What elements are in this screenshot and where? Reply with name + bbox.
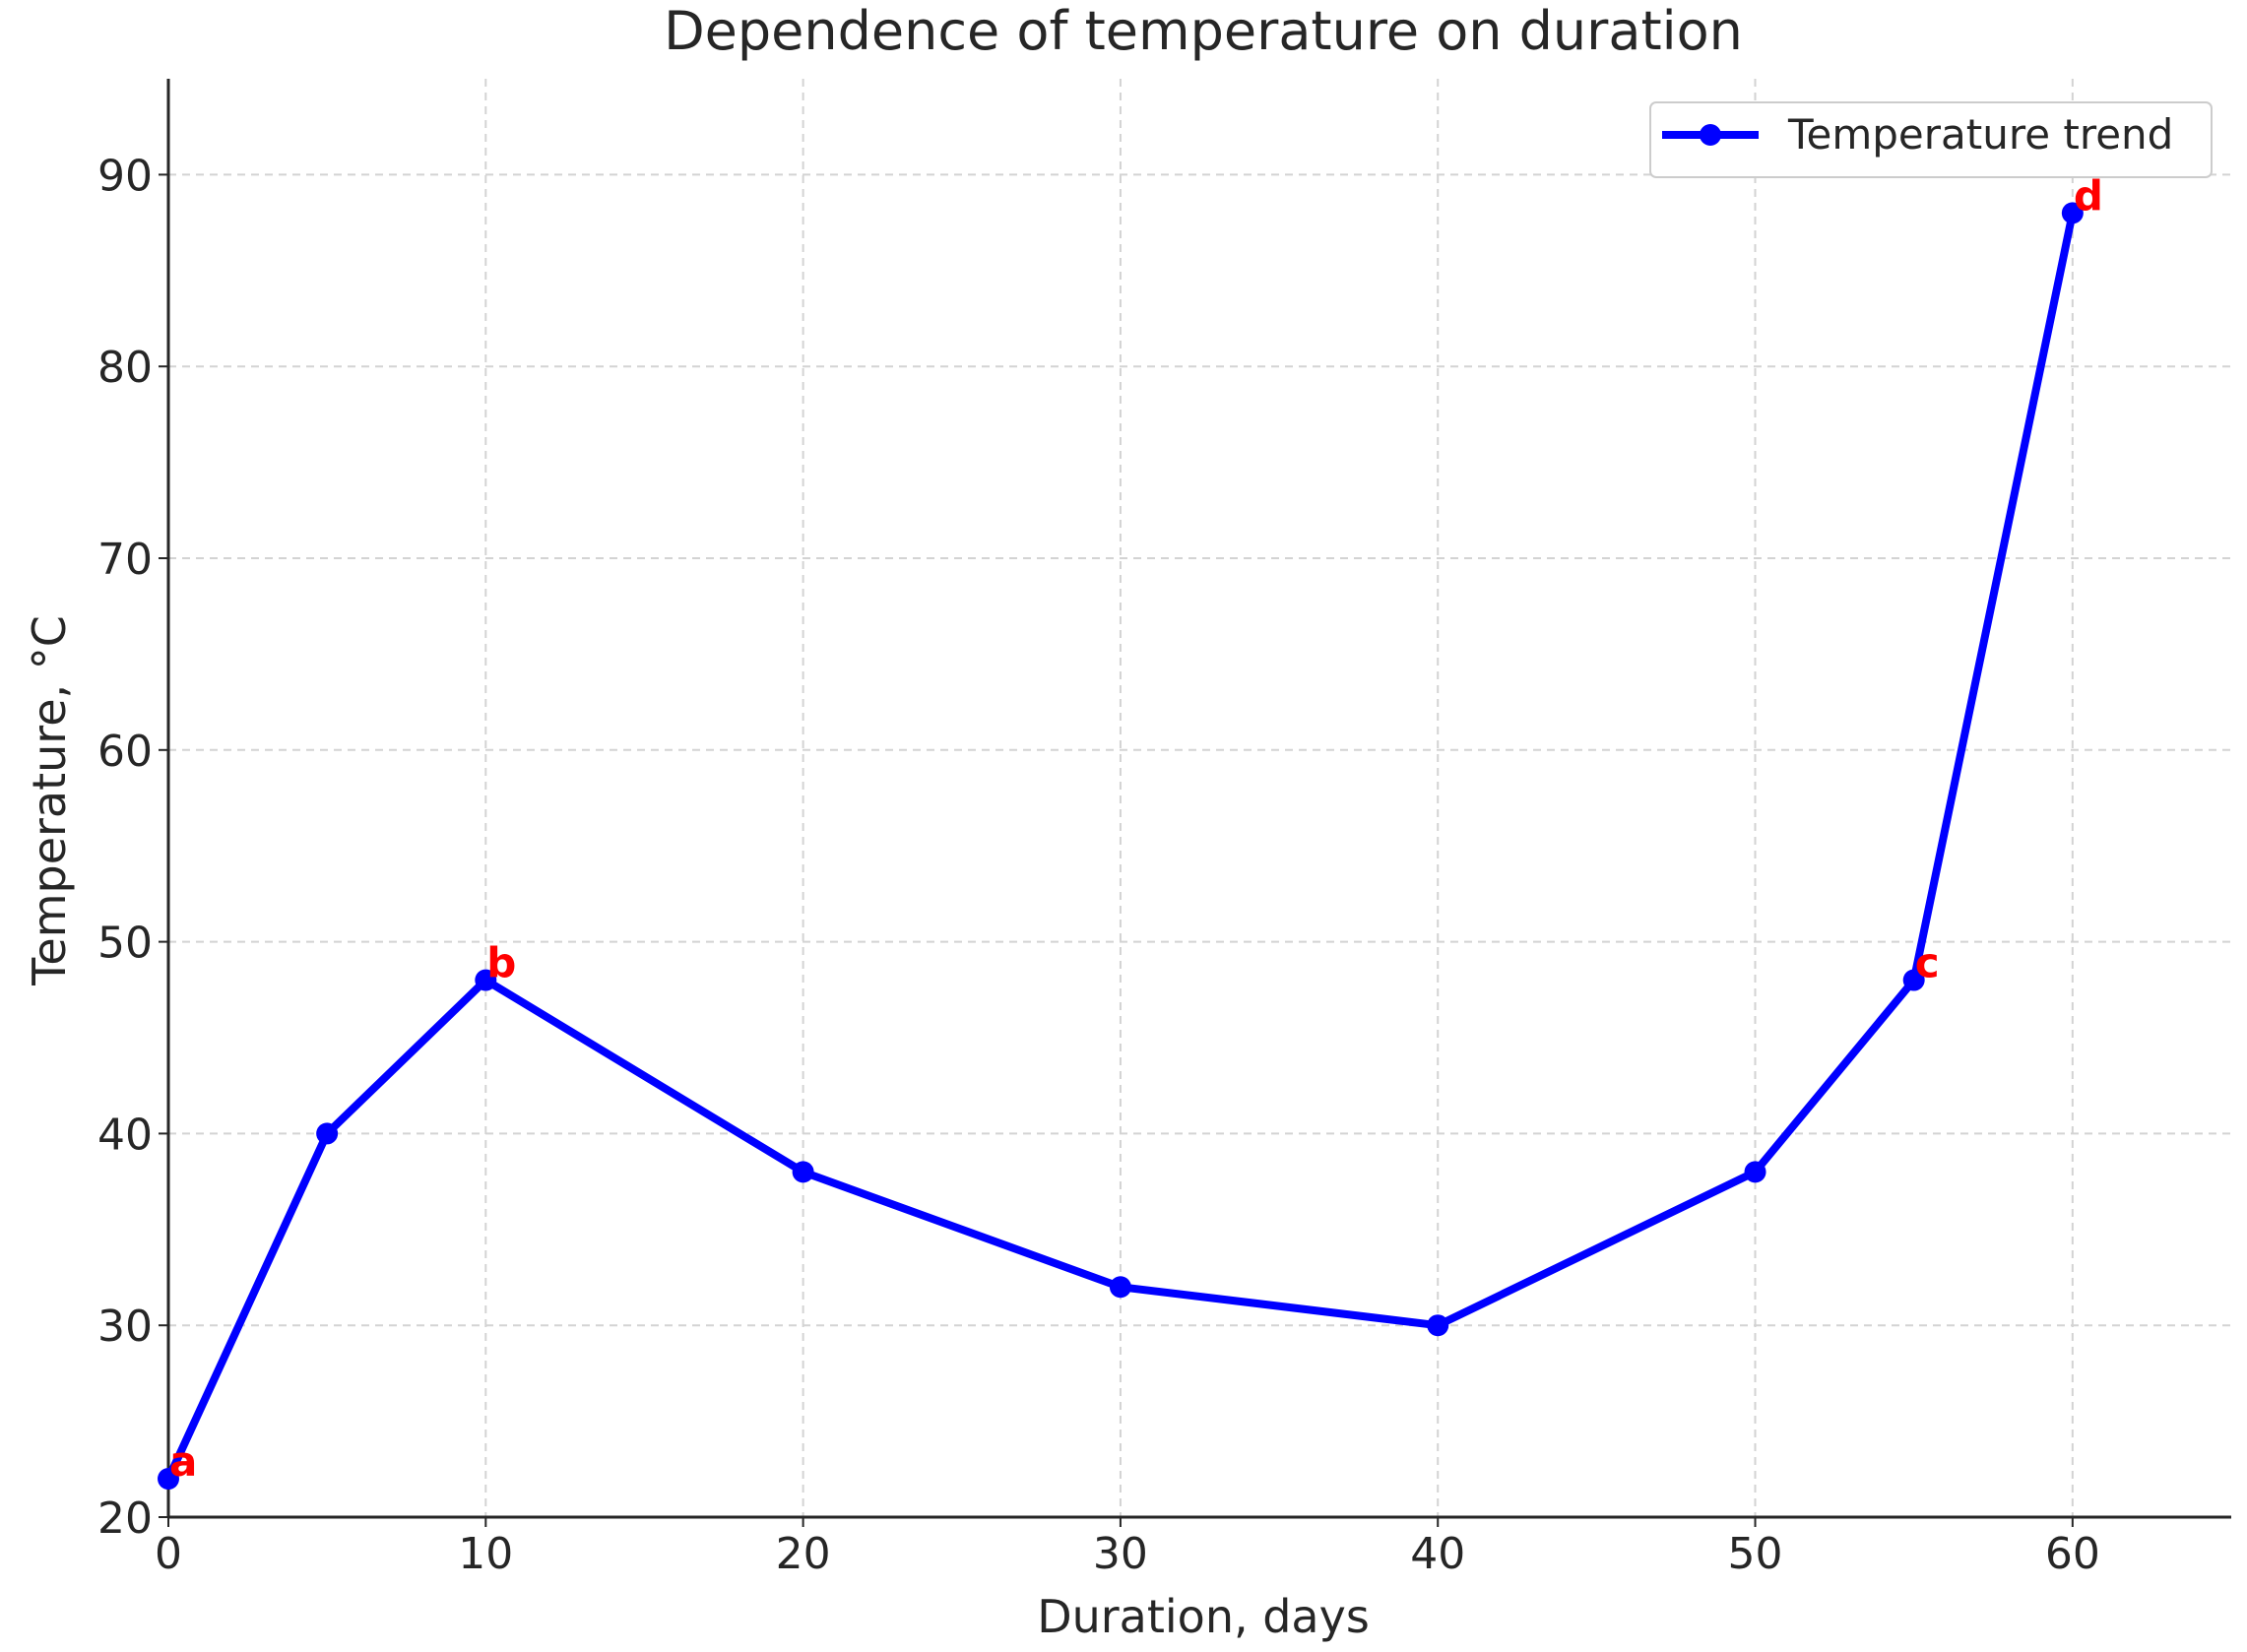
point-annotation: c — [1915, 939, 1940, 987]
point-annotation: d — [2074, 171, 2103, 220]
tick-labels: 0 10 20 30 40 50 60 20 30 40 50 60 70 80 90 — [97, 151, 2100, 1579]
data-point — [1109, 1276, 1131, 1299]
y-tick-label: 70 — [97, 535, 153, 585]
y-tick-label: 80 — [97, 343, 153, 393]
data-point — [1744, 1161, 1766, 1183]
data-point — [475, 969, 497, 991]
y-tick-label: 90 — [97, 151, 153, 201]
y-tick-label: 20 — [97, 1493, 153, 1544]
data-point — [792, 1161, 814, 1183]
x-axis-label: Duration, days — [1037, 1590, 1370, 1643]
data-point — [2061, 202, 2084, 224]
y-tick-label: 40 — [97, 1110, 153, 1160]
y-tick-label: 50 — [97, 919, 153, 969]
x-tick-label: 10 — [458, 1529, 513, 1579]
y-tick-label: 30 — [97, 1302, 153, 1352]
axes — [159, 79, 2231, 1527]
x-tick-label: 30 — [1093, 1529, 1148, 1579]
legend-marker — [1700, 124, 1721, 146]
x-tick-label: 60 — [2045, 1529, 2100, 1579]
chart-title: Dependence of temperature on duration — [664, 0, 1743, 62]
grid-lines — [168, 79, 2231, 1517]
x-tick-label: 20 — [776, 1529, 831, 1579]
legend-box — [1649, 101, 2213, 178]
data-point — [316, 1122, 339, 1145]
legend: Temperature trend — [1649, 101, 2213, 178]
y-axis-label: Temperature, °C — [23, 615, 76, 986]
point-annotation: a — [169, 1437, 197, 1486]
point-annotation: b — [486, 939, 516, 987]
x-tick-label: 50 — [1728, 1529, 1783, 1579]
legend-label: Temperature trend — [1787, 110, 2173, 159]
x-tick-label: 40 — [1410, 1529, 1465, 1579]
annotations: a b c d — [169, 171, 2103, 1486]
data-point — [1427, 1314, 1449, 1337]
data-point — [158, 1468, 179, 1491]
x-tick-label: 0 — [155, 1529, 182, 1579]
y-tick-label: 60 — [97, 727, 153, 777]
data-point — [1902, 969, 1925, 991]
series-layer — [158, 202, 2084, 1491]
